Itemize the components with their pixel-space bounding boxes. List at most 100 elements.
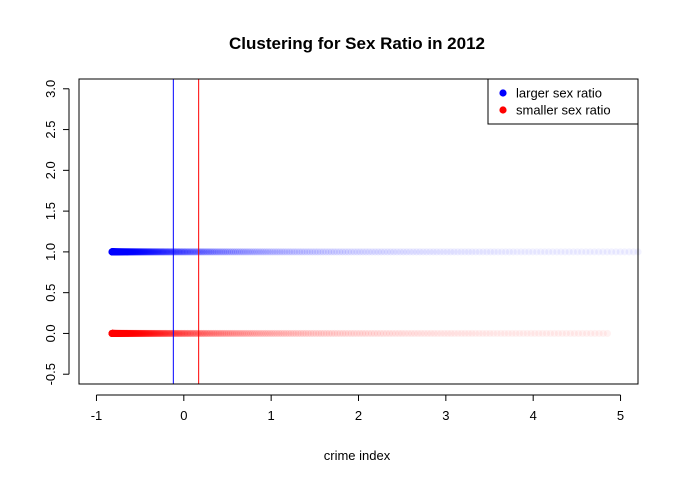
data-point [315, 329, 323, 338]
data-point [266, 329, 274, 338]
data-point [309, 329, 318, 338]
data-point [148, 248, 156, 256]
data-point [198, 248, 206, 256]
data-point [347, 248, 355, 256]
data-point [177, 329, 186, 338]
data-point [248, 329, 257, 338]
data-point [558, 329, 566, 338]
data-point [138, 248, 146, 256]
data-point [546, 329, 555, 338]
data-point [344, 248, 352, 256]
data-point [444, 329, 452, 338]
data-point [383, 248, 392, 256]
data-point [122, 248, 130, 256]
data-point [440, 248, 448, 256]
data-point [246, 329, 255, 338]
data-point [541, 248, 549, 256]
data-point [128, 248, 137, 256]
data-point [161, 329, 170, 338]
data-point [216, 248, 224, 256]
y-tick-label: 3.0 [43, 80, 58, 98]
data-point [472, 248, 480, 256]
data-point [545, 248, 553, 256]
legend-box [487, 78, 639, 125]
data-point [159, 248, 168, 256]
data-point [371, 248, 379, 256]
data-point [179, 248, 187, 256]
data-point [504, 329, 512, 338]
data-point [437, 329, 445, 338]
data-point [240, 248, 248, 256]
data-point [370, 329, 379, 338]
data-point [231, 248, 240, 256]
data-point [238, 329, 246, 338]
data-point [143, 329, 152, 338]
data-point [264, 248, 272, 256]
data-point [373, 329, 382, 338]
data-point [570, 329, 579, 338]
data-point [344, 329, 353, 338]
data-point [170, 329, 179, 338]
data-point [607, 248, 616, 256]
data-point [144, 248, 152, 256]
data-point [182, 248, 190, 256]
data-point [269, 248, 277, 256]
data-point [303, 248, 311, 256]
data-point [129, 329, 138, 338]
data-point [253, 329, 261, 338]
data-point [359, 248, 367, 256]
data-point [407, 329, 416, 338]
data-point [464, 248, 473, 256]
legend: larger sex ratio smaller sex ratio [487, 78, 639, 125]
data-point [565, 248, 573, 256]
data-point [137, 329, 145, 338]
data-point [549, 248, 557, 256]
data-point [186, 248, 195, 256]
data-point [325, 248, 333, 256]
data-point [255, 248, 263, 256]
data-point [537, 248, 545, 256]
data-point [498, 248, 506, 256]
data-point [152, 329, 160, 338]
data-point [529, 248, 537, 256]
data-point [148, 329, 156, 338]
data-point [228, 329, 236, 338]
x-axis-label: crime index [324, 448, 391, 463]
data-point [521, 248, 529, 256]
data-point [164, 329, 172, 338]
data-point [273, 248, 281, 256]
data-point [542, 329, 551, 338]
data-point [226, 329, 234, 338]
data-point [264, 329, 272, 338]
data-point [163, 248, 172, 256]
data-point [149, 248, 157, 256]
data-point [122, 248, 130, 256]
data-point [198, 329, 206, 338]
data-point [342, 329, 350, 338]
data-point [595, 248, 603, 256]
data-point [221, 329, 229, 338]
data-point [163, 329, 171, 338]
data-point [191, 329, 199, 338]
legend-label: smaller sex ratio [516, 103, 611, 118]
data-point [128, 329, 136, 338]
data-point [550, 329, 558, 338]
data-point [461, 248, 469, 256]
data-point [479, 248, 487, 256]
data-point [127, 329, 135, 338]
data-point [177, 248, 185, 256]
data-point [132, 248, 140, 256]
data-point [127, 248, 135, 256]
data-point [283, 248, 291, 256]
data-point [603, 329, 612, 338]
data-point [339, 248, 347, 256]
data-point [390, 248, 398, 256]
data-point [225, 248, 234, 256]
data-point [501, 248, 510, 256]
data-point [173, 329, 181, 338]
data-point [595, 329, 603, 338]
data-point [416, 248, 424, 256]
data-point [621, 248, 629, 256]
data-point [127, 329, 135, 338]
y-tick-label: 0.5 [43, 284, 58, 302]
